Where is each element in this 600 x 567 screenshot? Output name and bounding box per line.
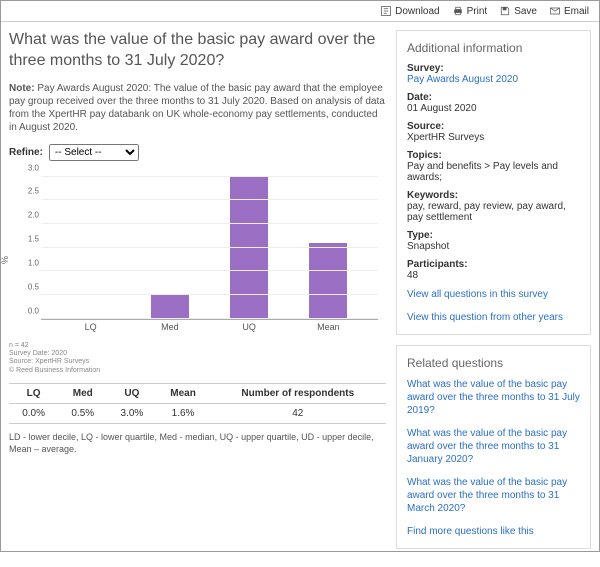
refine-label: Refine: bbox=[9, 147, 43, 158]
y-tick: 1.5 bbox=[21, 235, 39, 244]
topics-value: Pay and benefits > Pay levels and awards… bbox=[407, 161, 580, 183]
survey-link[interactable]: Pay Awards August 2020 bbox=[407, 74, 580, 85]
info-panel: Additional information Survey:Pay Awards… bbox=[396, 30, 591, 335]
table-header: LQ bbox=[9, 384, 58, 404]
keywords-value: pay, reward, pay review, pay award, pay … bbox=[407, 201, 580, 223]
grid-line bbox=[41, 270, 378, 271]
email-button[interactable]: Email bbox=[549, 5, 589, 17]
data-table: LQMedUQMeanNumber of respondents 0.0%0.5… bbox=[9, 383, 386, 424]
sidebar: Additional information Survey:Pay Awards… bbox=[396, 30, 591, 559]
email-icon bbox=[549, 5, 561, 17]
grid-line bbox=[41, 247, 378, 248]
save-icon bbox=[499, 5, 511, 17]
table-header: Mean bbox=[157, 384, 210, 404]
keywords-label: Keywords: bbox=[407, 190, 580, 201]
download-button[interactable]: Download bbox=[380, 5, 439, 17]
y-axis-label: % bbox=[0, 256, 10, 264]
bar-mean bbox=[309, 243, 347, 319]
y-tick: 3.0 bbox=[21, 163, 39, 172]
type-label: Type: bbox=[407, 230, 580, 241]
download-label: Download bbox=[395, 6, 439, 17]
type-value: Snapshot bbox=[407, 241, 580, 252]
table-header: Number of respondents bbox=[210, 384, 386, 404]
x-label: LQ bbox=[72, 322, 110, 332]
table-cell: 1.6% bbox=[157, 404, 210, 424]
related-question-link[interactable]: What was the value of the basic pay awar… bbox=[407, 476, 580, 515]
grid-line bbox=[41, 199, 378, 200]
y-tick: 1.0 bbox=[21, 258, 39, 267]
x-label: Med bbox=[151, 322, 189, 332]
source-label: Source: bbox=[407, 121, 580, 132]
plot-area bbox=[41, 177, 378, 320]
grid-line bbox=[41, 294, 378, 295]
date-label: Date: bbox=[407, 92, 580, 103]
table-cell: 3.0% bbox=[107, 404, 156, 424]
y-axis: 0.00.51.01.52.02.53.0 bbox=[21, 177, 39, 320]
x-label: Mean bbox=[309, 322, 347, 332]
x-label: UQ bbox=[230, 322, 268, 332]
info-panel-title: Additional information bbox=[407, 41, 580, 55]
save-button[interactable]: Save bbox=[499, 5, 537, 17]
participants-label: Participants: bbox=[407, 259, 580, 270]
y-tick: 0.0 bbox=[21, 306, 39, 315]
participants-value: 48 bbox=[407, 270, 580, 281]
bar-uq bbox=[230, 177, 268, 319]
print-icon bbox=[452, 5, 464, 17]
view-all-link[interactable]: View all questions in this survey bbox=[407, 288, 580, 301]
view-years-link[interactable]: View this question from other years bbox=[407, 311, 580, 324]
refine-row: Refine: -- Select -- bbox=[9, 144, 386, 161]
refine-select[interactable]: -- Select -- bbox=[49, 144, 139, 161]
table-cell: 0.5% bbox=[58, 404, 107, 424]
table-header: Med bbox=[58, 384, 107, 404]
y-tick: 0.5 bbox=[21, 282, 39, 291]
source-value: XpertHR Surveys bbox=[407, 132, 580, 143]
table-header: UQ bbox=[107, 384, 156, 404]
grid-line bbox=[41, 223, 378, 224]
toolbar: Download Print Save Email bbox=[1, 1, 599, 22]
email-label: Email bbox=[564, 6, 589, 17]
page-title: What was the value of the basic pay awar… bbox=[9, 30, 386, 72]
related-panel-title: Related questions bbox=[407, 356, 580, 370]
related-panel: Related questions What was the value of … bbox=[396, 345, 591, 549]
download-icon bbox=[380, 5, 392, 17]
bar-chart: % 0.00.51.01.52.02.53.0 LQMedUQMean bbox=[9, 173, 386, 338]
topics-label: Topics: bbox=[407, 150, 580, 161]
print-button[interactable]: Print bbox=[452, 5, 488, 17]
legend-text: LD - lower decile, LQ - lower quartile, … bbox=[9, 432, 386, 455]
x-axis-labels: LQ Med UQ Mean bbox=[41, 320, 378, 334]
y-tick: 2.5 bbox=[21, 187, 39, 196]
table-cell: 0.0% bbox=[9, 404, 58, 424]
table-cell: 42 bbox=[210, 404, 386, 424]
grid-line bbox=[41, 318, 378, 319]
print-label: Print bbox=[467, 6, 488, 17]
bar-med bbox=[151, 295, 189, 319]
grid-line bbox=[41, 176, 378, 177]
save-label: Save bbox=[514, 6, 537, 17]
note-text: Note: Pay Awards August 2020: The value … bbox=[9, 82, 386, 134]
survey-label: Survey: bbox=[407, 63, 580, 74]
date-value: 01 August 2020 bbox=[407, 103, 580, 114]
y-tick: 2.0 bbox=[21, 211, 39, 220]
find-more-link[interactable]: Find more questions like this bbox=[407, 525, 580, 538]
related-question-link[interactable]: What was the value of the basic pay awar… bbox=[407, 378, 580, 417]
main-content: What was the value of the basic pay awar… bbox=[9, 30, 386, 559]
related-question-link[interactable]: What was the value of the basic pay awar… bbox=[407, 427, 580, 466]
chart-footer: n = 42 Survey Date: 2020 Source: XpertHR… bbox=[9, 342, 386, 376]
